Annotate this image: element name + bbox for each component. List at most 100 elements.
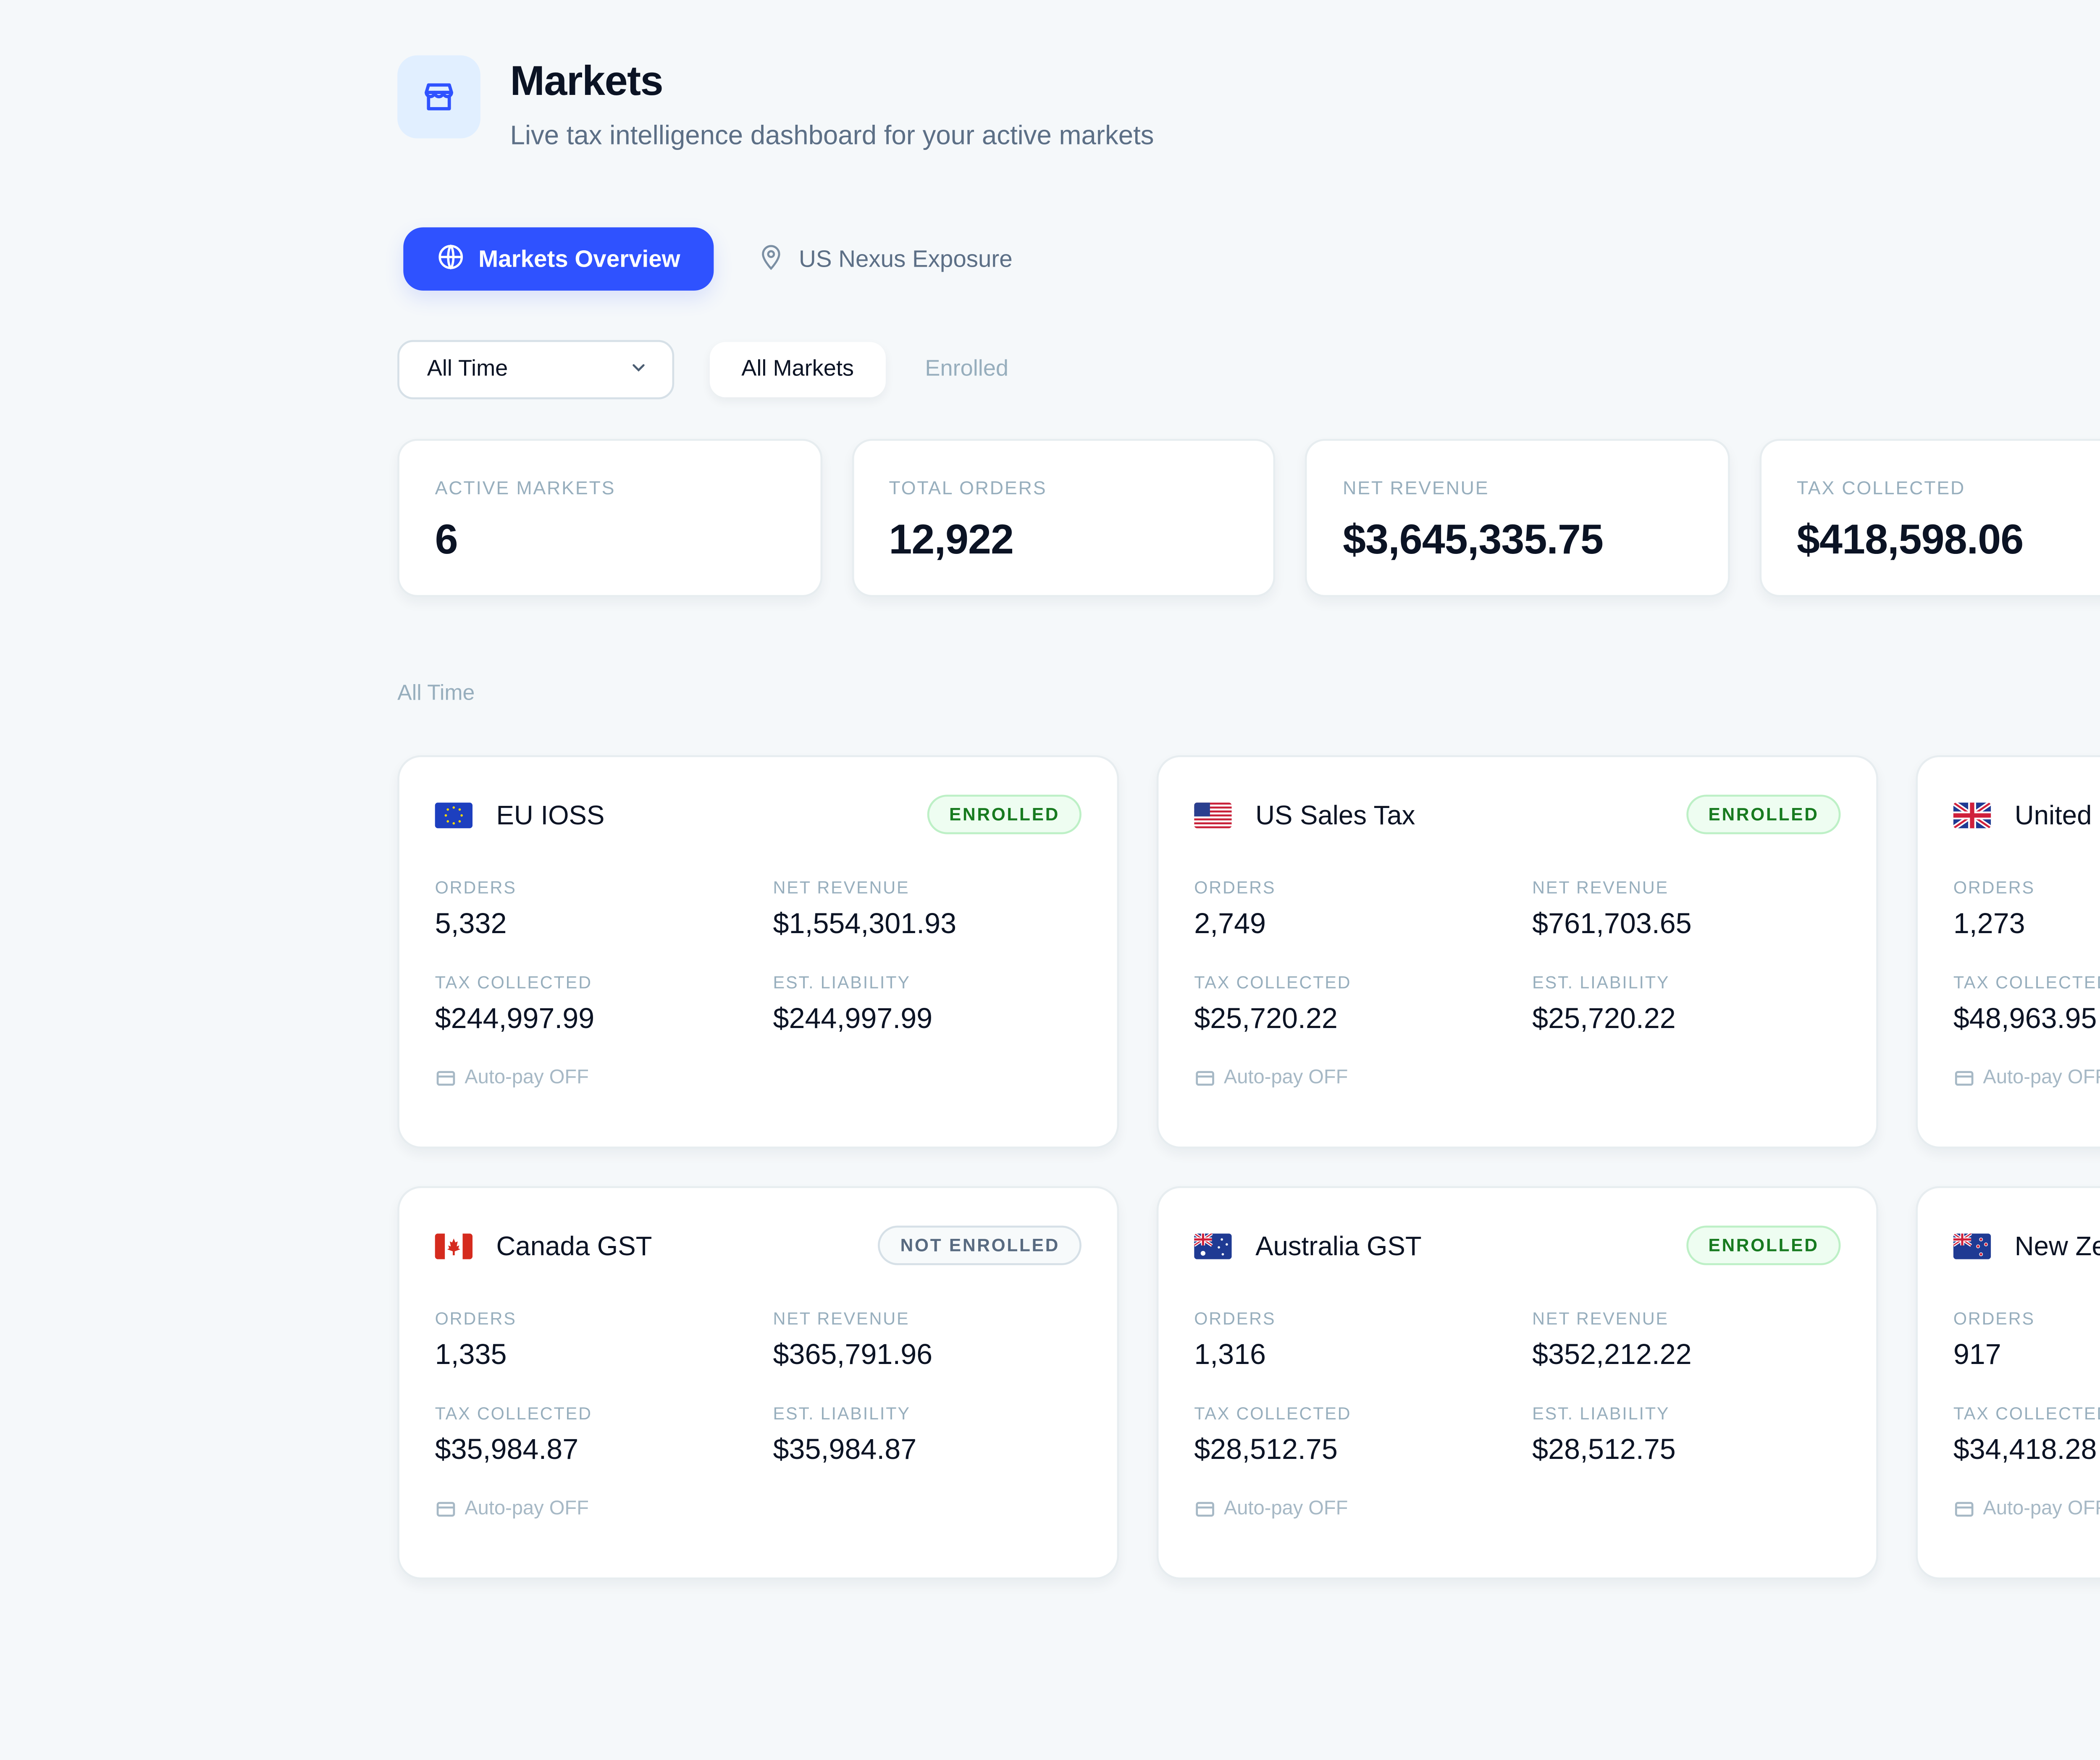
est-liability-value: $244,997.99 [773, 1004, 933, 1036]
market-card-canada-gst[interactable]: Canada GST NOT ENROLLED Orders 1,335 Net … [397, 1186, 1119, 1580]
stat-label: Active Markets [435, 478, 616, 500]
est-liability-value: $28,512.75 [1532, 1435, 1676, 1467]
store-icon [397, 55, 480, 139]
stat-card-net-revenue: Net Revenue $3,645,335.75 [1305, 439, 1730, 597]
orders-label: Orders [1194, 1309, 1276, 1329]
tab-label: US Nexus Exposure [799, 245, 1013, 273]
status-badge: NOT ENROLLED [878, 1225, 1082, 1265]
page-title: Markets [510, 59, 663, 105]
filter-bar: All Time All Markets Enrolled Last updat… [397, 338, 2100, 401]
chevron-down-icon [629, 357, 648, 383]
net-revenue-label: Net Revenue [773, 878, 910, 898]
period-label: All Time [397, 682, 475, 706]
tax-collected-value: $48,963.95 [1953, 1004, 2097, 1036]
status-badge: ENROLLED [1686, 795, 1841, 834]
tax-collected-value: $34,418.28 [1953, 1435, 2097, 1467]
market-name: EU IOSS [496, 800, 605, 829]
stat-card-active-markets: Active Markets 6 [397, 439, 822, 597]
tab-us-nexus-exposure[interactable]: US Nexus Exposure [757, 242, 1013, 276]
autopay-text: Auto-pay OFF [465, 1498, 589, 1520]
page-subtitle: Live tax intelligence dashboard for your… [510, 121, 1154, 150]
net-revenue-label: Net Revenue [1532, 1309, 1669, 1329]
uk-flag-icon [1953, 801, 1991, 828]
net-revenue-label: Net Revenue [1532, 878, 1669, 898]
orders-label: Orders [435, 878, 517, 898]
australia-flag-icon [1194, 1233, 1232, 1259]
summary-stats: Active Markets 6 Total Orders 12,922 Net… [397, 439, 2100, 597]
segment-all-markets[interactable]: All Markets [709, 342, 886, 398]
tab-markets-overview[interactable]: Markets Overview [403, 227, 714, 291]
tab-label: Markets Overview [478, 245, 680, 273]
market-name: United Kingdom VAT [2014, 800, 2100, 829]
stat-label: Total Orders [889, 478, 1047, 500]
est-liability-label: Est. Liability [773, 972, 911, 993]
market-card-new-zealand-gst[interactable]: New Zealand GST NOT ENROLLED Orders917 N… [1916, 1186, 2100, 1580]
credit-card-icon [1196, 1071, 1214, 1086]
stat-label: Tax Collected [1796, 478, 1966, 500]
credit-card-icon [436, 1502, 455, 1517]
autopay-text: Auto-pay OFF [465, 1067, 589, 1089]
autopay-status: Auto-pay OFF [1953, 1498, 2100, 1520]
stat-value: $418,598.06 [1796, 518, 2024, 564]
tax-collected-value: $244,997.99 [435, 1004, 595, 1036]
credit-card-icon [1955, 1502, 1974, 1517]
orders-label: Orders [435, 1309, 517, 1329]
credit-card-icon [1196, 1502, 1214, 1517]
market-cards: EU IOSS ENROLLED Orders 5,332 Net Revenue… [397, 755, 2100, 1580]
orders-value: 1,273 [1953, 909, 2025, 941]
segment-enrolled[interactable]: Enrolled [925, 358, 1009, 382]
orders-label: Orders [1194, 878, 1276, 898]
period-select[interactable]: All Time [397, 340, 675, 399]
market-card-australia-gst[interactable]: Australia GST ENROLLED Orders 1,316 Net R… [1156, 1186, 1878, 1580]
status-badge: ENROLLED [1686, 1225, 1841, 1265]
stat-value: 6 [435, 518, 458, 564]
autopay-status: Auto-pay OFF [1194, 1498, 1840, 1520]
market-name: US Sales Tax [1255, 800, 1415, 829]
autopay-status: Auto-pay OFF [435, 1068, 1082, 1089]
market-name: New Zealand GST [2014, 1230, 2100, 1260]
market-card-united-kingdom-vat[interactable]: United Kingdom VAT NOT ENROLLED Orders1,… [1916, 755, 2100, 1149]
canada-flag-icon [435, 1233, 473, 1259]
us-flag-icon [1194, 801, 1232, 828]
markets-dashboard: Markets Live tax intelligence dashboard … [397, 55, 2100, 1580]
page-header: Markets Live tax intelligence dashboard … [397, 55, 2100, 150]
orders-value: 5,332 [435, 909, 507, 941]
tax-collected-value: $35,984.87 [435, 1435, 579, 1467]
net-revenue-label: Net Revenue [773, 1309, 910, 1329]
period-select-value: All Time [427, 358, 508, 382]
globe-icon [437, 242, 465, 276]
eu-flag-icon [435, 801, 473, 828]
credit-card-icon [436, 1071, 455, 1086]
stat-value: 12,922 [889, 518, 1014, 564]
net-revenue-value: $365,791.96 [773, 1340, 933, 1372]
est-liability-label: Est. Liability [1532, 1403, 1670, 1424]
new-zealand-flag-icon [1953, 1233, 1991, 1259]
market-card-us-sales-tax[interactable]: US Sales Tax ENROLLED Orders 2,749 Net Re… [1156, 755, 1878, 1149]
orders-label: Orders [1953, 878, 2035, 898]
tax-collected-label: Tax Collected [1194, 972, 1352, 993]
autopay-text: Auto-pay OFF [1223, 1498, 1348, 1520]
tax-collected-label: Tax Collected [1953, 1403, 2100, 1424]
autopay-status: Auto-pay OFF [1953, 1068, 2100, 1089]
map-pin-icon [757, 242, 785, 276]
est-liability-label: Est. Liability [1532, 972, 1670, 993]
tax-collected-value: $25,720.22 [1194, 1004, 1338, 1036]
tax-collected-label: Tax Collected [1194, 1403, 1352, 1424]
market-name: Canada GST [496, 1230, 652, 1260]
orders-value: 1,335 [435, 1340, 507, 1372]
market-filter-segment: All Markets Enrolled [709, 342, 1040, 398]
tax-collected-label: Tax Collected [1953, 972, 2100, 993]
net-revenue-value: $1,554,301.93 [773, 909, 957, 941]
market-card-eu-ioss[interactable]: EU IOSS ENROLLED Orders 5,332 Net Revenue… [397, 755, 1119, 1149]
orders-label: Orders [1953, 1309, 2035, 1329]
view-tabs: Markets Overview US Nexus Exposure [403, 227, 2100, 291]
autopay-status: Auto-pay OFF [1194, 1068, 1840, 1089]
net-revenue-value: $761,703.65 [1532, 909, 1692, 941]
status-badge: ENROLLED [927, 795, 1082, 834]
stat-value: $3,645,335.75 [1343, 518, 1604, 564]
tax-collected-value: $28,512.75 [1194, 1435, 1338, 1467]
stat-card-tax-collected: Tax Collected $418,598.06 [1759, 439, 2100, 597]
net-revenue-value: $352,212.22 [1532, 1340, 1692, 1372]
market-name: Australia GST [1255, 1230, 1422, 1260]
